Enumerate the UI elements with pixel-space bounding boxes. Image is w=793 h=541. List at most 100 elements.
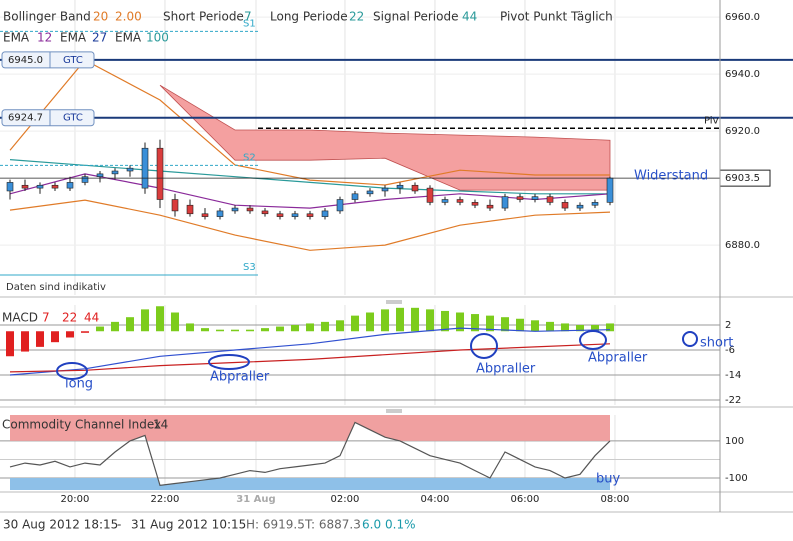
candle-body [456, 199, 464, 203]
status-text: - [117, 518, 121, 532]
candle-body [66, 182, 74, 189]
candle-body [516, 196, 524, 200]
candle-body [471, 202, 479, 206]
order-tag: GTC [63, 113, 83, 124]
resize-handle[interactable] [386, 300, 402, 304]
legend-text: 7 [42, 311, 50, 325]
macd-line [9, 343, 611, 373]
legend-text: 2.00 [115, 10, 142, 24]
candle-body [96, 173, 104, 178]
candle-body [501, 196, 509, 209]
candle-body [291, 213, 299, 217]
resize-handle[interactable] [386, 409, 402, 413]
legend-text: Long Periode [270, 10, 348, 24]
histogram-bar [156, 306, 165, 332]
histogram-bar [471, 314, 480, 332]
candle-body [111, 170, 119, 175]
order-box [1, 109, 95, 127]
histogram-bar [36, 331, 45, 347]
candle-body [51, 184, 59, 189]
pivot-label: S3 [243, 262, 256, 273]
histogram-bar [81, 331, 90, 333]
legend-text: 20 [93, 10, 108, 24]
histogram-bar [141, 309, 150, 332]
macd-line [9, 327, 611, 376]
order-box [1, 51, 95, 69]
last-price-label: 6903.5 [725, 173, 760, 184]
histogram-bar [576, 325, 585, 332]
legend-text: EMA [115, 31, 142, 45]
histogram-bar [426, 309, 435, 332]
status-text: H: 6919.5 [246, 518, 305, 532]
candle-body [36, 184, 44, 189]
legend-text: 22 [62, 311, 77, 325]
y-tick-label: 6920.0 [725, 126, 760, 137]
marker-ellipse [56, 362, 88, 380]
histogram-bar [411, 307, 420, 332]
candle-body [246, 207, 254, 212]
indicator-line [9, 159, 610, 195]
candle-body [426, 187, 434, 203]
pivot-label: Piv [704, 115, 719, 126]
indicator-line [9, 173, 611, 209]
x-tick-label: 08:00 [601, 494, 630, 505]
status-text: 6.0 [362, 518, 381, 532]
y-tick-label: -100 [725, 473, 748, 484]
histogram-bar [486, 315, 495, 332]
histogram-bar [276, 326, 285, 332]
y-tick-label: -6 [725, 345, 735, 356]
legend-text: 7 [244, 10, 252, 24]
histogram-bar [351, 315, 360, 332]
annotation: Abpraller [476, 362, 536, 377]
pivot-label: S1 [243, 18, 256, 29]
histogram-bar [396, 307, 405, 332]
legend-text: 27 [92, 31, 107, 45]
x-tick-label: 20:00 [61, 494, 90, 505]
histogram-bar [591, 325, 600, 332]
candle-body [276, 213, 284, 217]
histogram-bar [96, 326, 105, 332]
histogram-bar [321, 321, 330, 332]
histogram-bar [246, 329, 255, 332]
candle-body [171, 199, 179, 212]
histogram-bar [66, 331, 75, 338]
legend-text: 14 [153, 418, 168, 432]
candle-body [561, 202, 569, 209]
x-tick-label: 06:00 [511, 494, 540, 505]
histogram-bar [6, 331, 15, 357]
histogram-bar [546, 321, 555, 332]
legend-text: Bollinger Band [3, 10, 91, 24]
x-tick-label: 04:00 [421, 494, 450, 505]
overbought-fill [10, 415, 610, 441]
candle-body [261, 210, 269, 215]
histogram-bar [531, 320, 540, 332]
cci-line [9, 421, 611, 487]
x-tick-label: 02:00 [331, 494, 360, 505]
status-text: 31 Aug 2012 10:15 [131, 518, 246, 532]
marker-circle [682, 331, 698, 347]
legend-text: Pivot Punkt Täglich [500, 10, 613, 24]
histogram-bar [201, 328, 210, 332]
legend-text: 12 [37, 31, 52, 45]
y-tick-label: 6880.0 [725, 240, 760, 251]
marker-ellipse [208, 354, 250, 370]
marker-ellipse [470, 333, 498, 359]
legend-text: 22 [349, 10, 364, 24]
legend-text: 44 [84, 311, 99, 325]
order-price: 6924.7 [8, 113, 43, 124]
histogram-bar [336, 320, 345, 332]
histogram-bar [366, 312, 375, 332]
candle-body [411, 184, 419, 192]
candle-body [351, 193, 359, 200]
status-text: T: 6887.3 [304, 518, 361, 532]
candle-body [486, 204, 494, 209]
candle-body [156, 147, 164, 200]
annotation: buy [596, 472, 620, 487]
candle-body [81, 176, 89, 183]
cloud-area [159, 84, 611, 191]
legend-text: 44 [462, 10, 477, 24]
candle-body [441, 199, 449, 203]
histogram-bar [261, 328, 270, 332]
